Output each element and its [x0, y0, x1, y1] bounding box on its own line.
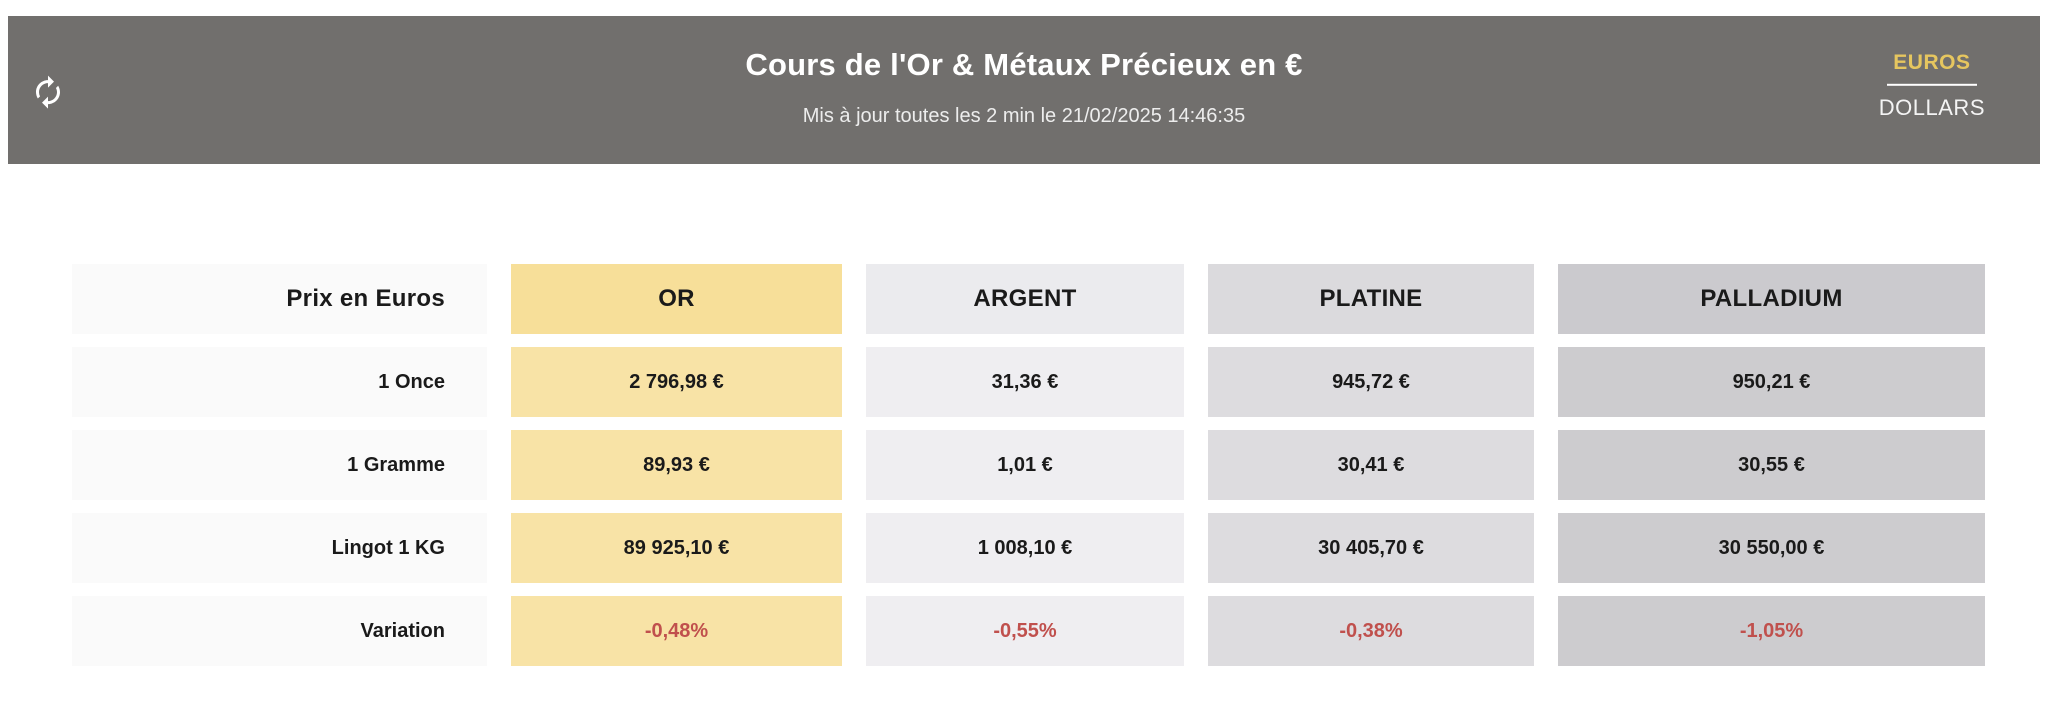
- column-header-or: OR: [511, 264, 842, 334]
- title-block: Cours de l'Or & Métaux Précieux en € Mis…: [745, 47, 1302, 128]
- cell-palladium-variation: -1,05%: [1558, 596, 1985, 666]
- header-bar: Cours de l'Or & Métaux Précieux en € Mis…: [8, 16, 2040, 164]
- cell-platine-1-gramme: 30,41 €: [1208, 430, 1534, 500]
- row-label-1-once: 1 Once: [72, 347, 487, 417]
- precious-metals-widget: Cours de l'Or & Métaux Précieux en € Mis…: [0, 16, 2048, 709]
- cell-palladium-1-gramme: 30,55 €: [1558, 430, 1985, 500]
- cell-or-lingot: 89 925,10 €: [511, 513, 842, 583]
- refresh-button[interactable]: [30, 74, 66, 110]
- cell-argent-1-gramme: 1,01 €: [866, 430, 1184, 500]
- currency-option-euros[interactable]: EUROS: [1893, 50, 1971, 74]
- cell-palladium-1-once: 950,21 €: [1558, 347, 1985, 417]
- cell-platine-1-once: 945,72 €: [1208, 347, 1534, 417]
- refresh-sync-icon: [30, 75, 66, 113]
- row-label-lingot-1-kg: Lingot 1 KG: [72, 513, 487, 583]
- cell-platine-variation: -0,38%: [1208, 596, 1534, 666]
- row-label-1-gramme: 1 Gramme: [72, 430, 487, 500]
- cell-or-1-once: 2 796,98 €: [511, 347, 842, 417]
- corner-header-prix-en-euros: Prix en Euros: [72, 264, 487, 334]
- last-updated-text: Mis à jour toutes les 2 min le 21/02/202…: [802, 104, 1246, 127]
- price-table: Prix en Euros OR ARGENT PLATINE PALLADIU…: [0, 164, 2048, 666]
- column-header-argent: ARGENT: [866, 264, 1184, 334]
- cell-or-1-gramme: 89,93 €: [511, 430, 842, 500]
- cell-or-variation: -0,48%: [511, 596, 842, 666]
- column-header-palladium: PALLADIUM: [1558, 264, 1985, 334]
- page-title: Cours de l'Or & Métaux Précieux en €: [745, 46, 1303, 82]
- cell-palladium-lingot: 30 550,00 €: [1558, 513, 1985, 583]
- currency-toggle: EUROS DOLLARS: [1879, 51, 1985, 121]
- currency-option-dollars[interactable]: DOLLARS: [1878, 94, 1985, 120]
- cell-platine-lingot: 30 405,70 €: [1208, 513, 1534, 583]
- row-label-variation: Variation: [72, 596, 487, 666]
- column-header-platine: PLATINE: [1208, 264, 1534, 334]
- cell-argent-1-once: 31,36 €: [866, 347, 1184, 417]
- cell-argent-lingot: 1 008,10 €: [866, 513, 1184, 583]
- cell-argent-variation: -0,55%: [866, 596, 1184, 666]
- currency-divider: [1886, 83, 1977, 86]
